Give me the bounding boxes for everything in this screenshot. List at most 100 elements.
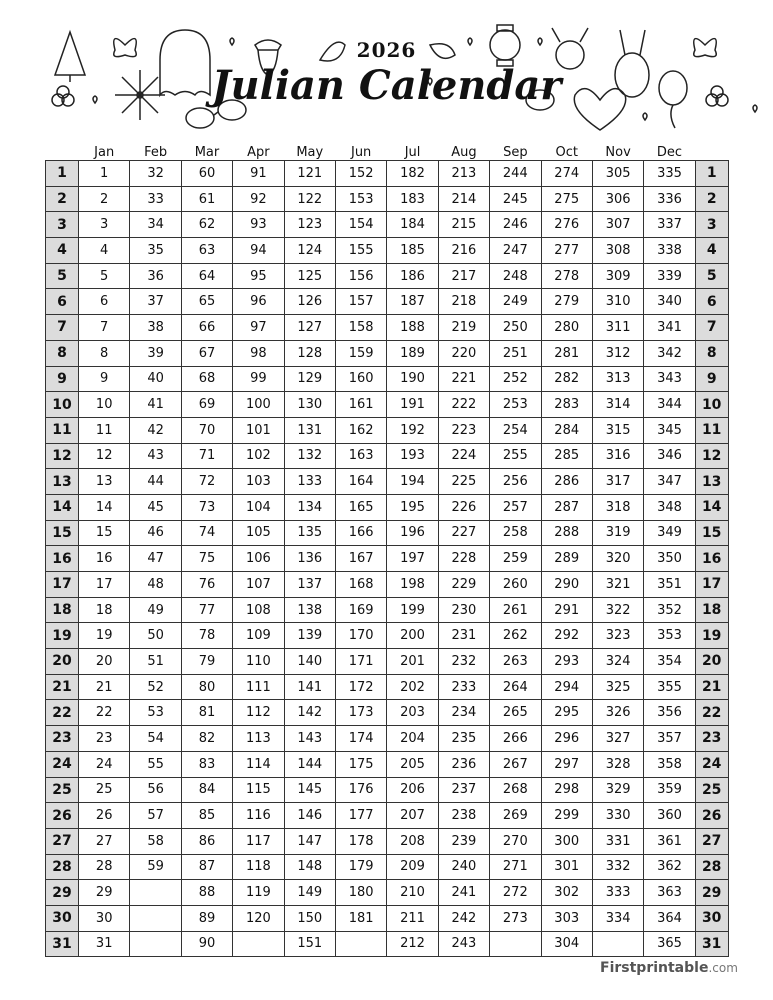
julian-day-cell: 86 [180,827,234,855]
julian-day-cell: 93 [232,211,285,239]
julian-day-cell: 252 [489,365,542,393]
julian-day-cell: 347 [643,468,696,495]
table-row: 4 4 35 63 94 124 155 185 216 247 277 308 338 4 [45,237,729,264]
julian-day-cell: 117 [232,827,285,855]
table-row: 20 20 51 79 110 140 171 201 232 263 293 324 354 20 [45,648,729,675]
julian-day-cell: 32 [129,160,182,187]
julian-day-cell: 345 [643,416,696,444]
day-number-left: 16 [45,545,79,572]
julian-day-cell: 187 [386,288,439,316]
heart-box-icon [573,87,627,131]
julian-day-cell: 279 [540,288,593,316]
julian-day-cell: 263 [489,648,542,675]
table-row: 10 10 41 69 100 130 161 191 222 253 283 314 344 10 [45,391,729,418]
julian-day-cell: 256 [489,468,542,495]
table-row: 15 15 46 74 105 135 166 196 227 258 288 319 349 15 [45,519,729,547]
julian-day-cell: 364 [643,904,696,932]
julian-day-cell: 156 [334,262,388,290]
julian-day-cell: 145 [283,776,336,804]
julian-day-cell: 51 [129,648,182,675]
julian-day-cell: 231 [437,622,491,650]
julian-day-cell: 116 [232,802,285,829]
julian-day-cell: 29 [77,879,131,906]
julian-day-cell: 262 [489,622,542,650]
julian-day-cell: 21 [77,673,131,701]
julian-day-cell: 14 [77,493,131,521]
julian-day-cell: 210 [386,879,439,906]
julian-day-cell: 328 [591,750,645,778]
julian-day-cell: 194 [386,468,439,495]
julian-day-cell: 206 [386,776,439,804]
julian-day-cell: 341 [643,314,696,341]
julian-day-cell: 101 [232,416,285,444]
julian-day-cell: 205 [386,750,439,778]
julian-day-cell: 136 [283,545,336,572]
julian-day-cell: 67 [180,339,234,367]
table-row: 23 23 54 82 113 143 174 204 235 266 296 327 357 23 [45,725,729,752]
julian-day-cell: 277 [540,237,593,264]
julian-day-cell: 181 [334,904,388,932]
day-number-left: 23 [45,725,79,752]
julian-day-cell: 257 [489,493,542,521]
julian-day-cell: 316 [591,442,645,470]
julian-day-cell: 352 [643,596,696,624]
julian-day-cell: 227 [437,519,491,547]
julian-day-cell: 204 [386,725,439,752]
julian-day-cell: 312 [591,339,645,367]
julian-day-cell: 264 [489,673,542,701]
julian-day-cell: 110 [232,648,285,675]
julian-day-cell: 363 [643,879,696,906]
julian-day-cell: 290 [540,571,593,598]
julian-day-cell: 196 [386,519,439,547]
ghost-icon [159,29,211,98]
day-number-right: 19 [694,622,729,650]
day-number-left: 8 [45,339,79,367]
julian-day-cell: 286 [540,468,593,495]
julian-day-cell [129,930,182,958]
julian-day-cell: 199 [386,596,439,624]
day-number-left: 15 [45,519,79,547]
julian-day-cell: 331 [591,827,645,855]
julian-day-cell: 304 [540,930,593,958]
brand-suffix: .com [708,961,738,975]
day-number-left: 20 [45,648,79,675]
julian-day-cell: 324 [591,648,645,675]
julian-day-cell: 247 [489,237,542,264]
julian-day-cell: 52 [129,673,182,701]
day-number-left: 12 [45,442,79,470]
julian-day-cell [232,930,285,958]
table-row: 19 19 50 78 109 139 170 200 231 262 292 323 353 19 [45,622,729,650]
decorative-doodles [51,24,758,131]
month-header: Sep [503,145,528,160]
julian-day-cell: 34 [129,211,182,239]
julian-day-cell: 153 [334,185,388,213]
month-header: Oct [555,145,578,160]
julian-day-cell: 234 [437,699,491,727]
day-number-left: 24 [45,750,79,778]
julian-day-cell: 151 [283,930,336,958]
julian-day-cell: 24 [77,750,131,778]
acorn-icon [254,39,282,76]
julian-day-cell: 182 [386,160,439,187]
month-header: Nov [605,145,631,160]
brand-name: Firstprintable [600,960,709,976]
julian-day-cell: 294 [540,673,593,701]
julian-day-cell: 170 [334,622,388,650]
table-row: 31 31 90 151 212 243 304 365 31 [45,930,729,958]
table-row: 21 21 52 80 111 141 172 202 233 264 294 325 355 21 [45,673,729,701]
julian-day-cell: 88 [180,879,234,906]
julian-day-cell: 103 [232,468,285,495]
tree-icon [53,29,87,82]
julian-day-cell: 246 [489,211,542,239]
julian-day-cell: 309 [591,262,645,290]
julian-day-cell: 270 [489,827,542,855]
julian-day-cell: 44 [129,468,182,495]
julian-day-cell: 311 [591,314,645,341]
julian-day-cell: 90 [180,930,234,958]
julian-day-cell: 322 [591,596,645,624]
table-row: 12 12 43 71 102 132 163 193 224 255 285 316 346 12 [45,442,729,470]
julian-day-cell: 289 [540,545,593,572]
julian-day-cell: 225 [437,468,491,495]
julian-day-cell: 169 [334,596,388,624]
sunglasses-icon [185,99,247,129]
